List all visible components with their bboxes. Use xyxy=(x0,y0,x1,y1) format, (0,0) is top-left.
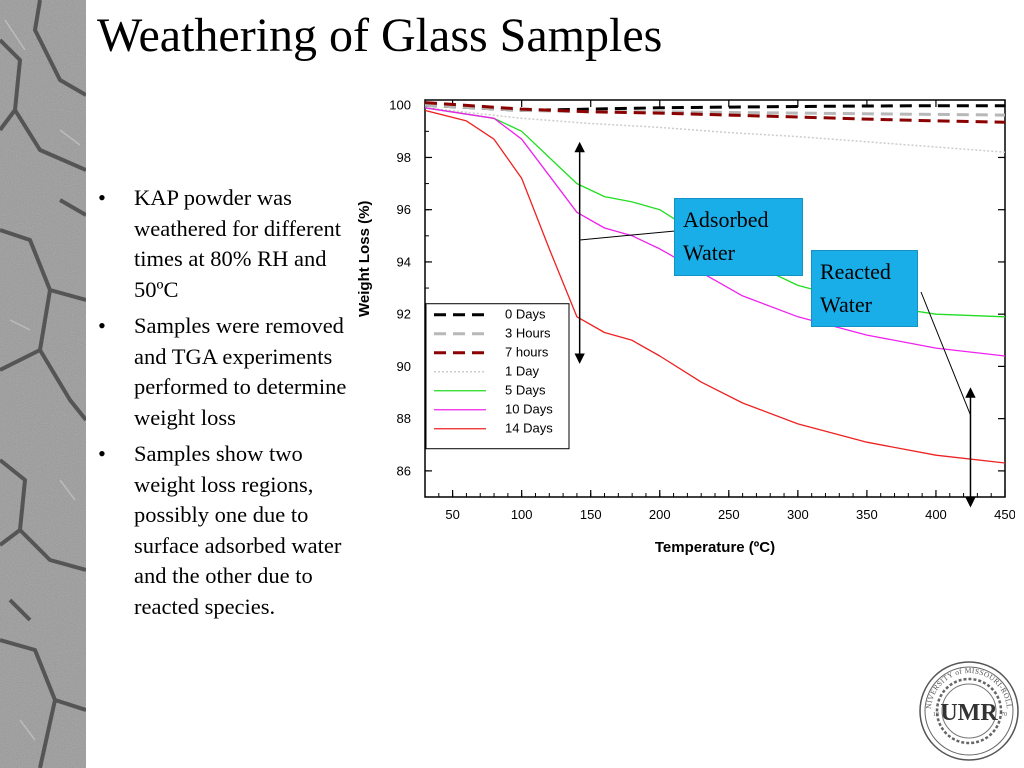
y-tick-label: 94 xyxy=(397,254,411,269)
bullet-item: • Samples show two weight loss regions, p… xyxy=(96,439,358,622)
svg-text:70: 70 xyxy=(1001,712,1007,718)
university-seal-logo: UNIVERSITY of MISSOURI-ROLLA UMR 18 70 xyxy=(918,660,1019,761)
x-axis-label: Temperature (ºC) xyxy=(655,539,775,556)
x-tick-label: 350 xyxy=(856,507,878,522)
bullet-item: • Samples were removed and TGA experiment… xyxy=(96,311,358,433)
series-line-1-day xyxy=(425,107,1005,153)
x-tick-label: 400 xyxy=(925,507,947,522)
series-line-14-days xyxy=(425,109,1005,464)
y-tick-label: 86 xyxy=(397,463,411,478)
bullet-list: • KAP powder was weathered for different … xyxy=(96,183,358,628)
bullet-item: • KAP powder was weathered for different … xyxy=(96,183,358,305)
x-tick-label: 450 xyxy=(994,507,1015,522)
y-tick-label: 90 xyxy=(397,359,411,374)
x-tick-label: 300 xyxy=(787,507,809,522)
x-tick-label: 150 xyxy=(580,507,602,522)
bullet-marker: • xyxy=(98,185,106,210)
bullet-text: Samples were removed and TGA experiments… xyxy=(134,313,347,430)
legend-box xyxy=(425,303,570,450)
legend-label: 10 Days xyxy=(505,402,553,417)
y-tick-label: 98 xyxy=(397,150,411,165)
x-tick-label: 200 xyxy=(649,507,671,522)
tga-chart: 86 88 90 92 94 96 98 100 50 100 150 200 250 300 350 400… xyxy=(356,98,1015,556)
legend-label: 0 Days xyxy=(505,307,546,322)
series-line-7-hours xyxy=(425,101,1005,124)
legend-label: 7 hours xyxy=(505,345,549,360)
callout-leader-reacted xyxy=(920,291,971,416)
callout-reacted-water: Reacted Water xyxy=(811,250,918,327)
y-axis-label: Weight Loss (%) xyxy=(356,201,373,317)
legend-label: 5 Days xyxy=(505,383,546,398)
legend-label: 3 Hours xyxy=(505,326,551,341)
x-tick-label: 250 xyxy=(718,507,740,522)
y-tick-label: 88 xyxy=(397,411,411,426)
bullet-text: KAP powder was weathered for different t… xyxy=(134,185,341,302)
legend-label: 1 Day xyxy=(505,364,539,379)
bullet-text: Samples show two weight loss regions, po… xyxy=(134,441,342,619)
y-tick-label: 100 xyxy=(389,98,411,113)
bullet-marker: • xyxy=(98,313,106,338)
series-line-10-days xyxy=(425,107,1005,357)
callout-adsorbed-water: Adsorbed Water xyxy=(674,198,803,276)
y-tick-label: 92 xyxy=(397,307,411,322)
legend-label: 14 Days xyxy=(505,421,553,436)
decorative-texture-strip xyxy=(0,0,86,768)
bullet-marker: • xyxy=(98,441,106,466)
x-tick-label: 50 xyxy=(445,507,459,522)
svg-text:UMR: UMR xyxy=(940,700,998,726)
y-tick-label: 96 xyxy=(397,202,411,217)
svg-text:18: 18 xyxy=(933,712,939,718)
x-tick-label: 100 xyxy=(511,507,533,522)
callout-leader-adsorbed xyxy=(579,230,676,241)
slide-title: Weathering of Glass Samples xyxy=(97,9,663,62)
